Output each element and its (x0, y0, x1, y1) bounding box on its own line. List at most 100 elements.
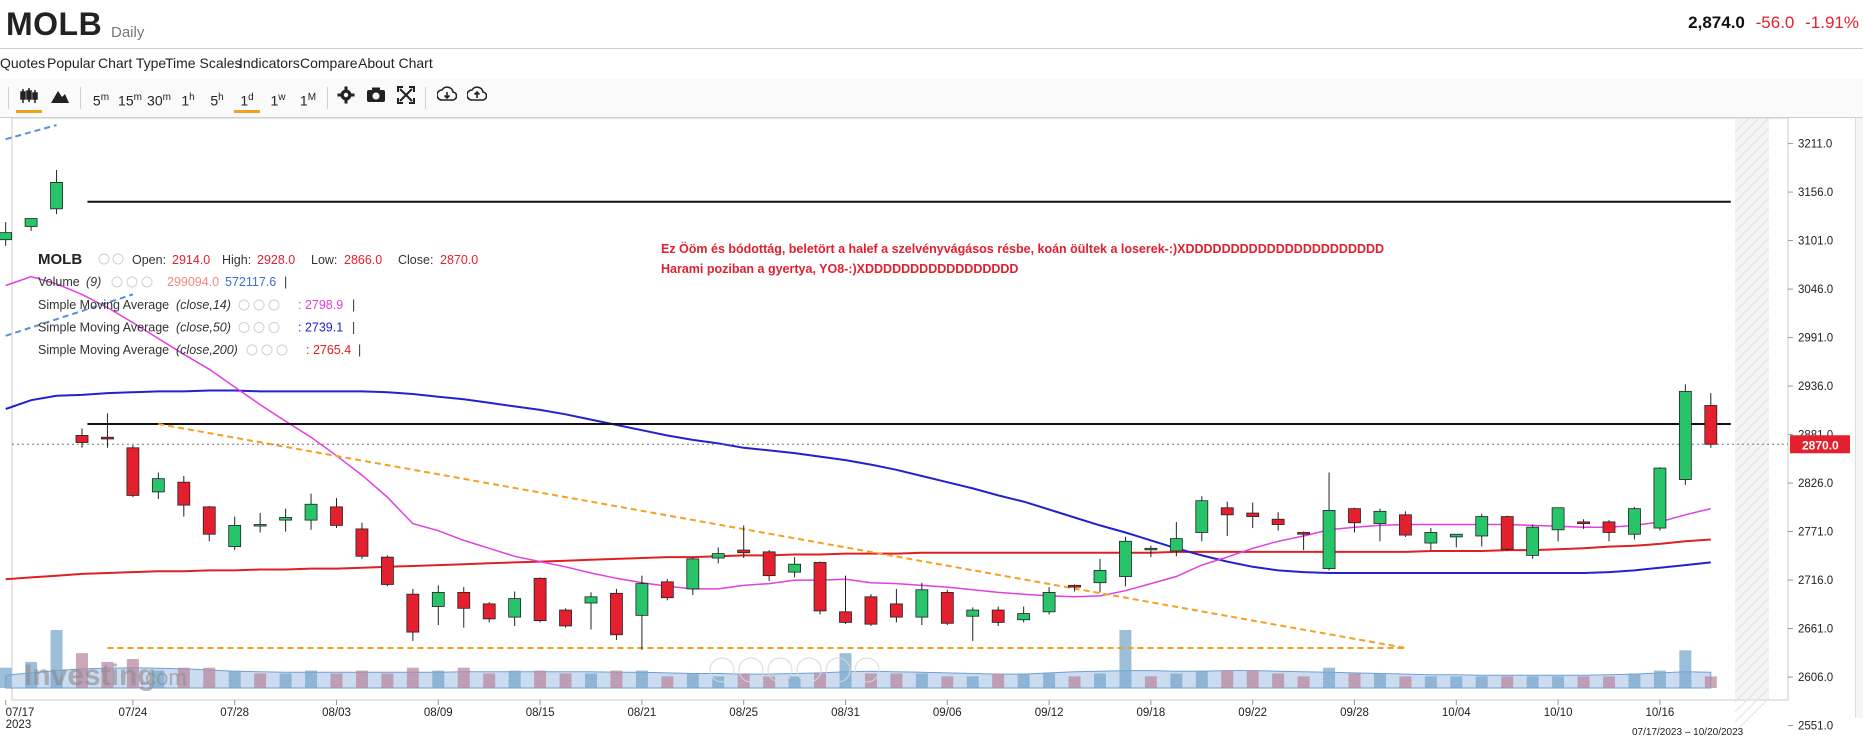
candle (737, 525, 751, 559)
scroll-handle[interactable] (1855, 118, 1863, 718)
candle-body (1119, 540, 1132, 577)
candlestick-icon[interactable] (16, 86, 42, 113)
x-tick-label: 09/28 (1340, 707, 1369, 719)
hatch-line (1734, 267, 1770, 303)
candle (940, 589, 954, 626)
tool-circle (825, 657, 851, 683)
volume-bar (1653, 670, 1666, 688)
hatch-line (1734, 118, 1750, 133)
volume-bar (0, 667, 12, 688)
toolbar-divider (327, 87, 328, 109)
candle-body (1678, 390, 1692, 480)
fullscreen-icon[interactable] (394, 86, 418, 110)
menu-time-scales[interactable]: Time Scales (165, 55, 242, 71)
candle-body (890, 603, 903, 618)
candle (457, 587, 471, 628)
menu-compare[interactable]: Compare (300, 55, 358, 71)
volume-bar (966, 676, 979, 688)
timeframe-15m[interactable]: 15m (118, 92, 142, 109)
candle-body (177, 481, 191, 506)
candle-body (304, 503, 318, 521)
candle (711, 547, 725, 564)
hatch-line (1734, 467, 1770, 503)
gear-icon[interactable] (334, 86, 358, 110)
y-tick-label: 3211.0 (1798, 139, 1832, 151)
price-chart[interactable]: 3211.03156.03101.03046.02991.02936.02881… (0, 118, 1855, 740)
candle-body (584, 596, 598, 604)
candle-body (126, 447, 140, 496)
candle-body (1144, 547, 1158, 551)
candle (635, 575, 649, 650)
menu-chart-type[interactable]: Chart Type (98, 55, 167, 71)
volume-bar (1119, 630, 1132, 688)
volume-bar (1094, 673, 1106, 688)
camera-icon[interactable] (364, 86, 388, 110)
volume-bar (763, 676, 776, 688)
candle-body (660, 581, 674, 599)
menu-popular[interactable]: Popular (47, 55, 96, 71)
candle-body (1271, 518, 1285, 525)
timeframe-5h[interactable]: 5h (210, 92, 224, 109)
candle (50, 170, 63, 215)
candle-body (686, 558, 700, 590)
x-tick-label: 07/24 (119, 707, 148, 719)
visibility-icon (246, 344, 258, 356)
volume-bar (1017, 673, 1030, 688)
volume-bar (1297, 676, 1310, 688)
mountain-icon[interactable] (48, 86, 72, 110)
x-tick-label: 07/17 (6, 707, 35, 719)
volume-bar (457, 667, 470, 688)
volume-bar (1348, 673, 1361, 688)
timeframe-30m[interactable]: 30m (147, 92, 171, 109)
timeframe-1d[interactable]: 1d (234, 86, 260, 113)
timeframe-1M[interactable]: 1M (299, 92, 317, 109)
visibility-icon (238, 299, 250, 311)
volume-bar (1679, 650, 1692, 688)
volume-bar (1246, 670, 1259, 688)
volume-bar (1501, 676, 1514, 688)
volume-bar (330, 673, 343, 688)
candle (304, 493, 318, 530)
candle (660, 579, 674, 601)
legend-sma-row: Simple Moving Average (close,14): 2798.9 | (38, 298, 355, 312)
menu-quotes[interactable]: Quotes (0, 55, 46, 71)
candle (202, 506, 216, 542)
candle-body (1577, 521, 1590, 525)
candle-body (533, 577, 547, 622)
close-icon (268, 322, 280, 333)
x-tick-label: 09/06 (933, 707, 962, 719)
volume-bar (1373, 673, 1386, 688)
candle (686, 557, 700, 596)
volume-bar (1043, 673, 1056, 688)
volume-bar (432, 670, 445, 688)
volume-bar (1424, 676, 1437, 688)
candle (177, 476, 191, 517)
volume-bar (1170, 673, 1183, 688)
toolbar-divider (80, 87, 81, 109)
candle-body (279, 517, 293, 521)
timeframe-1h[interactable]: 1h (181, 92, 195, 109)
close-icon (276, 344, 288, 356)
plot-area (11, 118, 1789, 701)
menu-about-chart[interactable]: About Chart (358, 55, 433, 71)
timeframe-1w[interactable]: 1w (270, 92, 286, 109)
volume-bar (177, 667, 190, 688)
volume-bar (686, 673, 699, 688)
hatch-line (1734, 317, 1770, 353)
candle (482, 602, 496, 623)
upload-icon[interactable] (465, 86, 489, 110)
volume-bar (355, 670, 368, 688)
menu-indicators[interactable]: Indicators (239, 55, 300, 71)
hatch-line (1734, 477, 1770, 513)
candle (24, 218, 38, 231)
candle-body (813, 562, 827, 612)
hatch-line (1734, 327, 1770, 363)
right-edge-band (1735, 119, 1769, 699)
legend-separator: | (284, 275, 287, 289)
download-icon[interactable] (435, 86, 459, 110)
candle-body (1628, 508, 1641, 535)
hatch-line (1734, 237, 1770, 273)
volume-bar (76, 653, 88, 688)
timeframe-5m[interactable]: 5m (92, 92, 110, 109)
